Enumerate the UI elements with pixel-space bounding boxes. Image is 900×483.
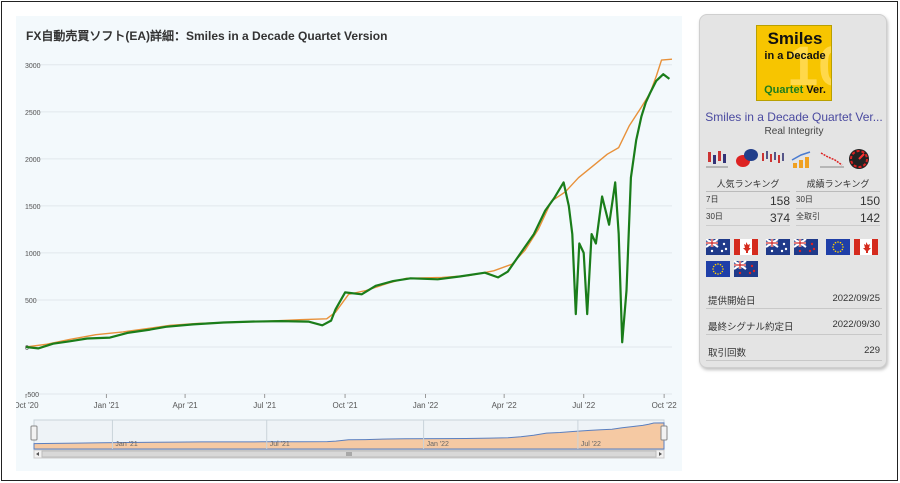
- flag-eur-icon: [826, 239, 850, 255]
- logo-line-3a: Quartet: [764, 84, 804, 96]
- popularity-row-value: 374: [769, 211, 790, 225]
- y-tick-label: 2500: [25, 110, 41, 117]
- info-value: 229: [864, 345, 880, 356]
- navigator-tick-label: Jul '22: [581, 441, 601, 448]
- y-tick-label: -500: [25, 392, 39, 399]
- price-chart-icon: [762, 151, 784, 163]
- scroll-left-arrow-icon: [36, 452, 39, 456]
- info-label: 提供開始日: [708, 296, 756, 307]
- product-author: Real Integrity: [764, 126, 824, 137]
- currency-pair-flags: [706, 239, 878, 277]
- info-row-trade-count: 取引回数 229: [706, 337, 882, 361]
- performance-row-label: 全取引: [796, 212, 820, 221]
- x-tick-label: Jan '21: [94, 401, 120, 410]
- scroll-right-arrow-icon: [659, 452, 662, 456]
- logo-number: 10: [787, 34, 831, 97]
- flag-nzd-icon: [733, 260, 758, 277]
- popularity-row-7d: 7日 158: [706, 192, 790, 209]
- flag-aud-icon: [765, 239, 790, 255]
- x-tick-label: Apr '21: [173, 401, 199, 410]
- navigator-handle: [30, 425, 38, 441]
- navigator-tick-label: Jan '22: [427, 441, 449, 448]
- x-tick-label: Apr '22: [492, 401, 518, 410]
- y-tick-label: 0: [25, 345, 29, 352]
- popularity-ranking-title: 人気ランキング: [706, 177, 790, 192]
- popularity-row-label: 7日: [706, 195, 719, 204]
- equity-chart-panel: -500 0 500 1000 1500 2000 2500 3000 Oct '20 Jan '…: [16, 16, 682, 471]
- x-tick-label: Oct '21: [333, 401, 359, 410]
- x-tick-label: Jul '21: [253, 401, 276, 410]
- growth-chart-icon: [791, 151, 811, 168]
- performance-ranking: 成績ランキング 30日 150 全取引 142: [796, 177, 880, 226]
- info-value: 2022/09/25: [832, 293, 880, 304]
- info-row-start-date: 提供開始日 2022/09/25: [706, 285, 882, 309]
- y-tick-label: 500: [25, 298, 37, 305]
- feature-icons: [706, 149, 869, 169]
- equity-chart[interactable]: -500 0 500 1000 1500 2000 2500 3000 Oct '20 Jan '…: [16, 16, 682, 471]
- logo-line-3b: Ver.: [806, 84, 826, 96]
- x-tick-label: Jul '22: [572, 401, 595, 410]
- performance-ranking-title: 成績ランキング: [796, 177, 880, 192]
- navigator-handle: [660, 425, 668, 441]
- popularity-row-value: 158: [769, 194, 790, 208]
- flag-aud-icon: [706, 239, 730, 255]
- flag-nzd-icon: [793, 239, 818, 255]
- performance-row-value: 142: [859, 211, 880, 225]
- performance-row-value: 150: [859, 194, 880, 208]
- flag-eur-icon: [706, 261, 730, 277]
- info-label: 最終シグナル約定日: [708, 322, 794, 333]
- info-label: 取引回数: [708, 348, 747, 359]
- y-tick-label: 2000: [25, 157, 41, 164]
- performance-row-all: 全取引 142: [796, 209, 880, 226]
- product-logo[interactable]: 10 Smiles in a Decade Quartet Ver.: [756, 25, 832, 101]
- drawdown-chart-icon: [820, 152, 844, 168]
- logo-line-3: Quartet Ver.: [757, 84, 831, 96]
- y-tick-label: 1500: [25, 204, 41, 211]
- flag-cad-icon: [734, 239, 758, 255]
- performance-row-30d: 30日 150: [796, 192, 880, 209]
- y-tick-label: 3000: [25, 63, 41, 70]
- popularity-row-30d: 30日 374: [706, 209, 790, 226]
- chat-bubble-icon: [736, 149, 758, 167]
- navigator-tick-label: Jan '21: [115, 441, 137, 448]
- chart-title: FX自動売買ソフト(EA)詳細：Smiles in a Decade Quart…: [26, 29, 388, 43]
- speed-gauge-icon: [849, 149, 869, 169]
- navigator-area: [33, 422, 665, 450]
- x-tick-label: Oct '22: [652, 401, 678, 410]
- product-sidebar: 10 Smiles in a Decade Quartet Ver. Smile…: [699, 14, 887, 368]
- popularity-row-label: 30日: [706, 212, 723, 221]
- flag-cad-icon: [854, 239, 878, 255]
- popularity-ranking: 人気ランキング 7日 158 30日 374: [706, 177, 790, 226]
- performance-row-label: 30日: [796, 195, 813, 204]
- x-tick-label: Oct '20: [16, 401, 39, 410]
- y-tick-label: 1000: [25, 251, 41, 258]
- info-value: 2022/09/30: [832, 319, 880, 330]
- candlestick-chart-icon: [706, 151, 728, 168]
- info-row-last-signal: 最終シグナル約定日 2022/09/30: [706, 311, 882, 335]
- equity-line-green: [25, 73, 671, 350]
- logo-line-2: in a Decade: [764, 50, 826, 62]
- product-name-link[interactable]: Smiles in a Decade Quartet Ver...: [705, 110, 883, 124]
- x-tick-label: Jan '22: [413, 401, 439, 410]
- navigator-tick-label: Jul '21: [270, 441, 290, 448]
- logo-line-1: Smiles: [767, 29, 823, 48]
